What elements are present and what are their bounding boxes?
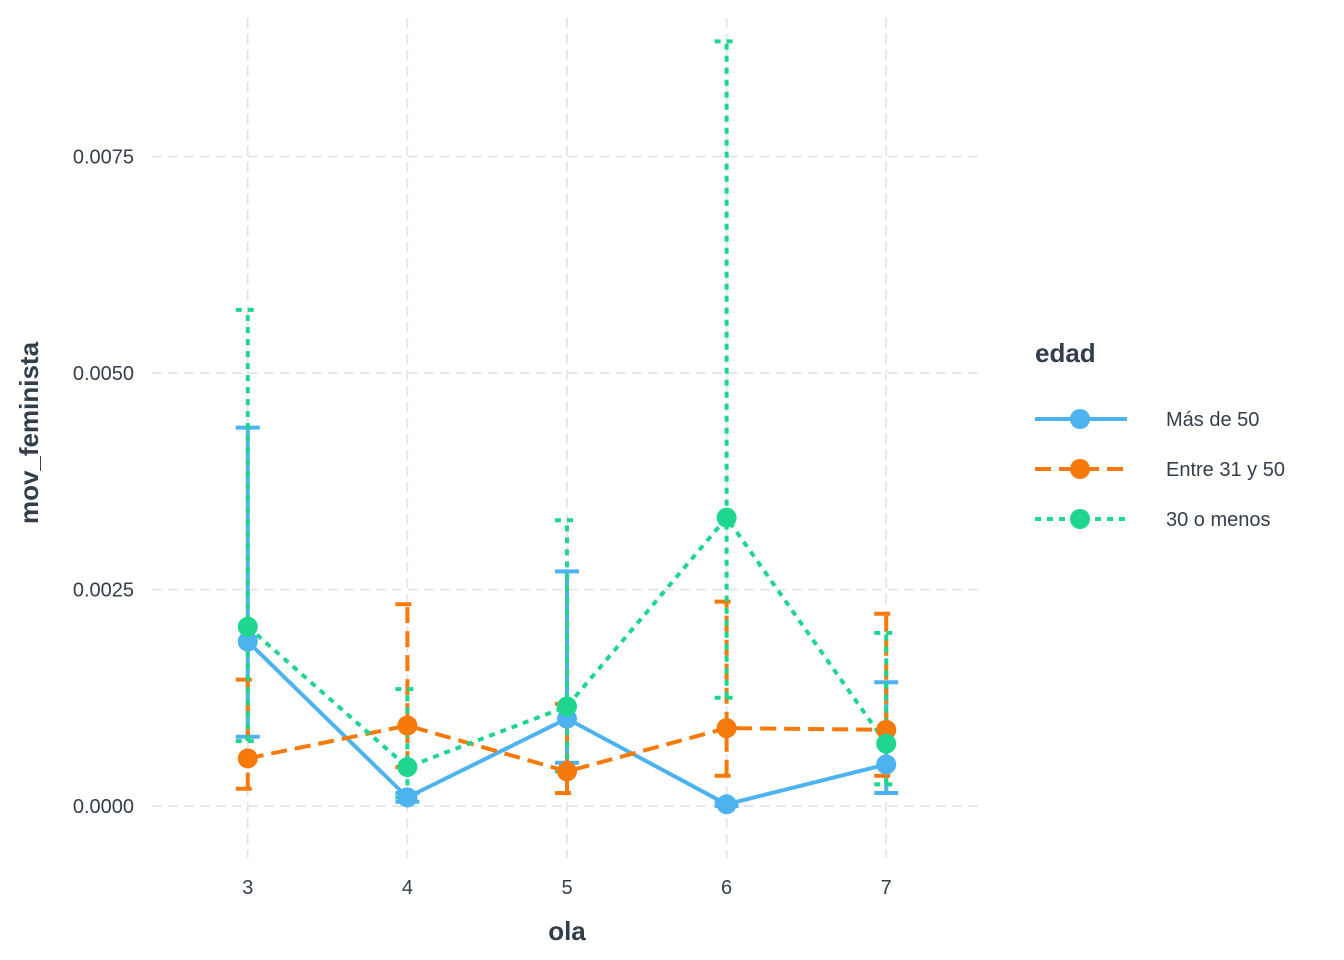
data-point <box>397 757 418 778</box>
y-axis-title: mov_feminista <box>14 341 44 524</box>
data-point <box>397 787 418 808</box>
legend-label: 30 o menos <box>1166 509 1271 531</box>
axis-ticks: 3 4 5 6 7 0.0000 0.0025 0.0050 0.0075 <box>73 147 892 899</box>
legend-title: edad <box>1035 338 1096 368</box>
series-line <box>247 723 887 774</box>
legend-label: Más de 50 <box>1166 409 1259 431</box>
data-point <box>557 696 577 717</box>
x-tick-label: 5 <box>561 877 572 899</box>
legend-key-point <box>1070 459 1090 479</box>
data-point <box>876 719 897 740</box>
x-tick-label: 4 <box>402 877 413 899</box>
x-tick-label: 7 <box>881 877 892 899</box>
legend: edad Más de 50 Entre 31 y 50 30 o menos <box>1035 338 1285 531</box>
legend-key-point <box>1070 409 1090 429</box>
data-point <box>397 715 418 736</box>
data-point <box>716 794 737 815</box>
x-tick-label: 3 <box>242 877 253 899</box>
data-point <box>557 761 577 782</box>
data-point <box>716 718 737 739</box>
x-axis-title: ola <box>548 916 586 946</box>
legend-label: Entre 31 y 50 <box>1166 459 1285 481</box>
data-point <box>237 631 258 652</box>
y-tick-label: 0.0050 <box>73 363 134 385</box>
y-tick-label: 0.0075 <box>73 147 134 169</box>
x-tick-label: 6 <box>721 877 732 899</box>
legend-key-point <box>1070 509 1090 529</box>
data-point <box>237 748 258 769</box>
y-tick-label: 0.0025 <box>73 580 134 602</box>
data-point <box>876 754 897 775</box>
y-tick-label: 0.0000 <box>73 796 134 818</box>
series-line <box>246 515 888 770</box>
data-point <box>716 507 737 528</box>
data-point <box>237 616 258 637</box>
series-points <box>237 507 897 815</box>
data-point <box>876 733 897 754</box>
